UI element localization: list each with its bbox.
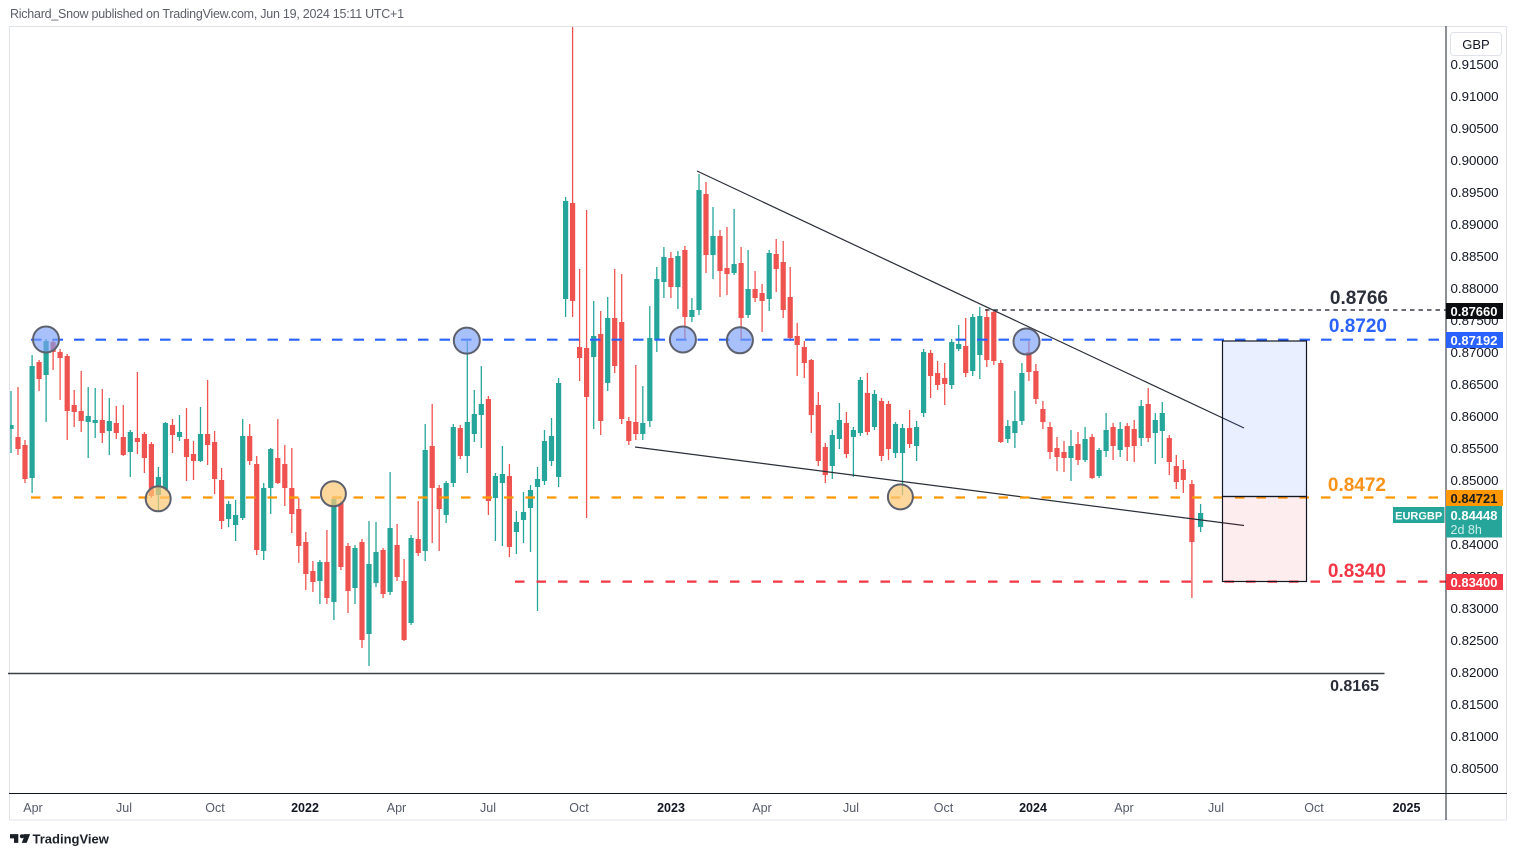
- svg-text:2d 8h: 2d 8h: [1451, 523, 1482, 537]
- svg-text:0.86500: 0.86500: [1451, 377, 1499, 392]
- svg-text:0.86000: 0.86000: [1451, 409, 1499, 424]
- svg-text:0.8340: 0.8340: [1328, 561, 1386, 582]
- svg-text:0.88500: 0.88500: [1451, 249, 1499, 264]
- svg-text:0.84448: 0.84448: [1451, 508, 1498, 523]
- svg-text:Jul: Jul: [116, 801, 132, 815]
- svg-text:TradingView: TradingView: [33, 831, 110, 846]
- svg-text:0.8766: 0.8766: [1330, 288, 1388, 309]
- svg-text:Apr: Apr: [23, 801, 42, 815]
- svg-text:0.82500: 0.82500: [1451, 633, 1499, 648]
- svg-text:0.89000: 0.89000: [1451, 217, 1499, 232]
- svg-text:Jul: Jul: [480, 801, 496, 815]
- svg-text:0.91000: 0.91000: [1451, 89, 1499, 104]
- svg-text:Jul: Jul: [843, 801, 859, 815]
- svg-text:0.81000: 0.81000: [1451, 729, 1499, 744]
- svg-text:0.87192: 0.87192: [1451, 333, 1498, 348]
- svg-text:0.91500: 0.91500: [1451, 57, 1499, 72]
- svg-text:0.83400: 0.83400: [1451, 575, 1498, 590]
- svg-text:2023: 2023: [657, 801, 685, 815]
- svg-text:Apr: Apr: [752, 801, 771, 815]
- svg-text:0.82000: 0.82000: [1451, 665, 1499, 680]
- svg-text:0.88000: 0.88000: [1451, 281, 1499, 296]
- svg-text:0.87000: 0.87000: [1451, 345, 1499, 360]
- svg-text:0.85000: 0.85000: [1451, 473, 1499, 488]
- svg-text:Oct: Oct: [569, 801, 589, 815]
- svg-text:Richard_Snow published on Trad: Richard_Snow published on TradingView.co…: [10, 7, 404, 21]
- svg-text:2024: 2024: [1019, 801, 1047, 815]
- svg-text:0.8720: 0.8720: [1329, 316, 1387, 337]
- svg-text:Oct: Oct: [1304, 801, 1324, 815]
- svg-text:EURGBP: EURGBP: [1395, 510, 1442, 522]
- svg-text:0.8165: 0.8165: [1330, 678, 1379, 695]
- svg-text:2025: 2025: [1393, 801, 1421, 815]
- svg-text:Oct: Oct: [205, 801, 225, 815]
- svg-text:0.89500: 0.89500: [1451, 185, 1499, 200]
- svg-text:0.83000: 0.83000: [1451, 601, 1499, 616]
- svg-text:0.90000: 0.90000: [1451, 153, 1499, 168]
- svg-text:0.90500: 0.90500: [1451, 121, 1499, 136]
- svg-text:0.8472: 0.8472: [1328, 475, 1386, 496]
- svg-text:0.81500: 0.81500: [1451, 697, 1499, 712]
- svg-text:0.84721: 0.84721: [1451, 491, 1498, 506]
- svg-text:0.87660: 0.87660: [1451, 304, 1498, 319]
- svg-text:2022: 2022: [291, 801, 319, 815]
- svg-text:0.85500: 0.85500: [1451, 441, 1499, 456]
- svg-text:Apr: Apr: [1114, 801, 1133, 815]
- svg-text:0.84000: 0.84000: [1451, 537, 1499, 552]
- svg-text:Apr: Apr: [387, 801, 406, 815]
- svg-text:Jul: Jul: [1208, 801, 1224, 815]
- svg-text:0.80500: 0.80500: [1451, 761, 1499, 776]
- svg-text:GBP: GBP: [1462, 37, 1489, 52]
- svg-text:Oct: Oct: [934, 801, 954, 815]
